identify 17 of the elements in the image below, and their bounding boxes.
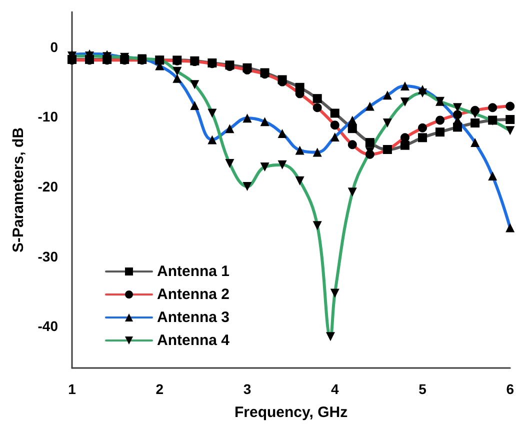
x-tick-label: 3 [243,381,252,397]
legend-label: Antenna 1 [157,263,230,280]
legend-label: Antenna 4 [157,332,230,349]
y-tick-label: 0 [50,38,58,55]
legend-label: Antenna 3 [157,309,230,326]
y-tick-label: -10 [38,108,58,125]
y-tick-label: -30 [38,248,58,264]
x-tick-label: 6 [506,381,514,397]
x-tick-label: 1 [68,381,76,397]
x-tick-label: 4 [330,381,339,397]
x-axis-title: Frequency, GHz [234,404,348,421]
y-axis-title: S-Parameters, dB [10,127,27,253]
x-tick-label: 2 [156,381,164,397]
y-tick-label: -40 [38,318,58,334]
legend-label: Antenna 2 [157,286,230,303]
y-tick-label: -20 [38,178,58,195]
x-tick-label: 5 [418,381,427,397]
